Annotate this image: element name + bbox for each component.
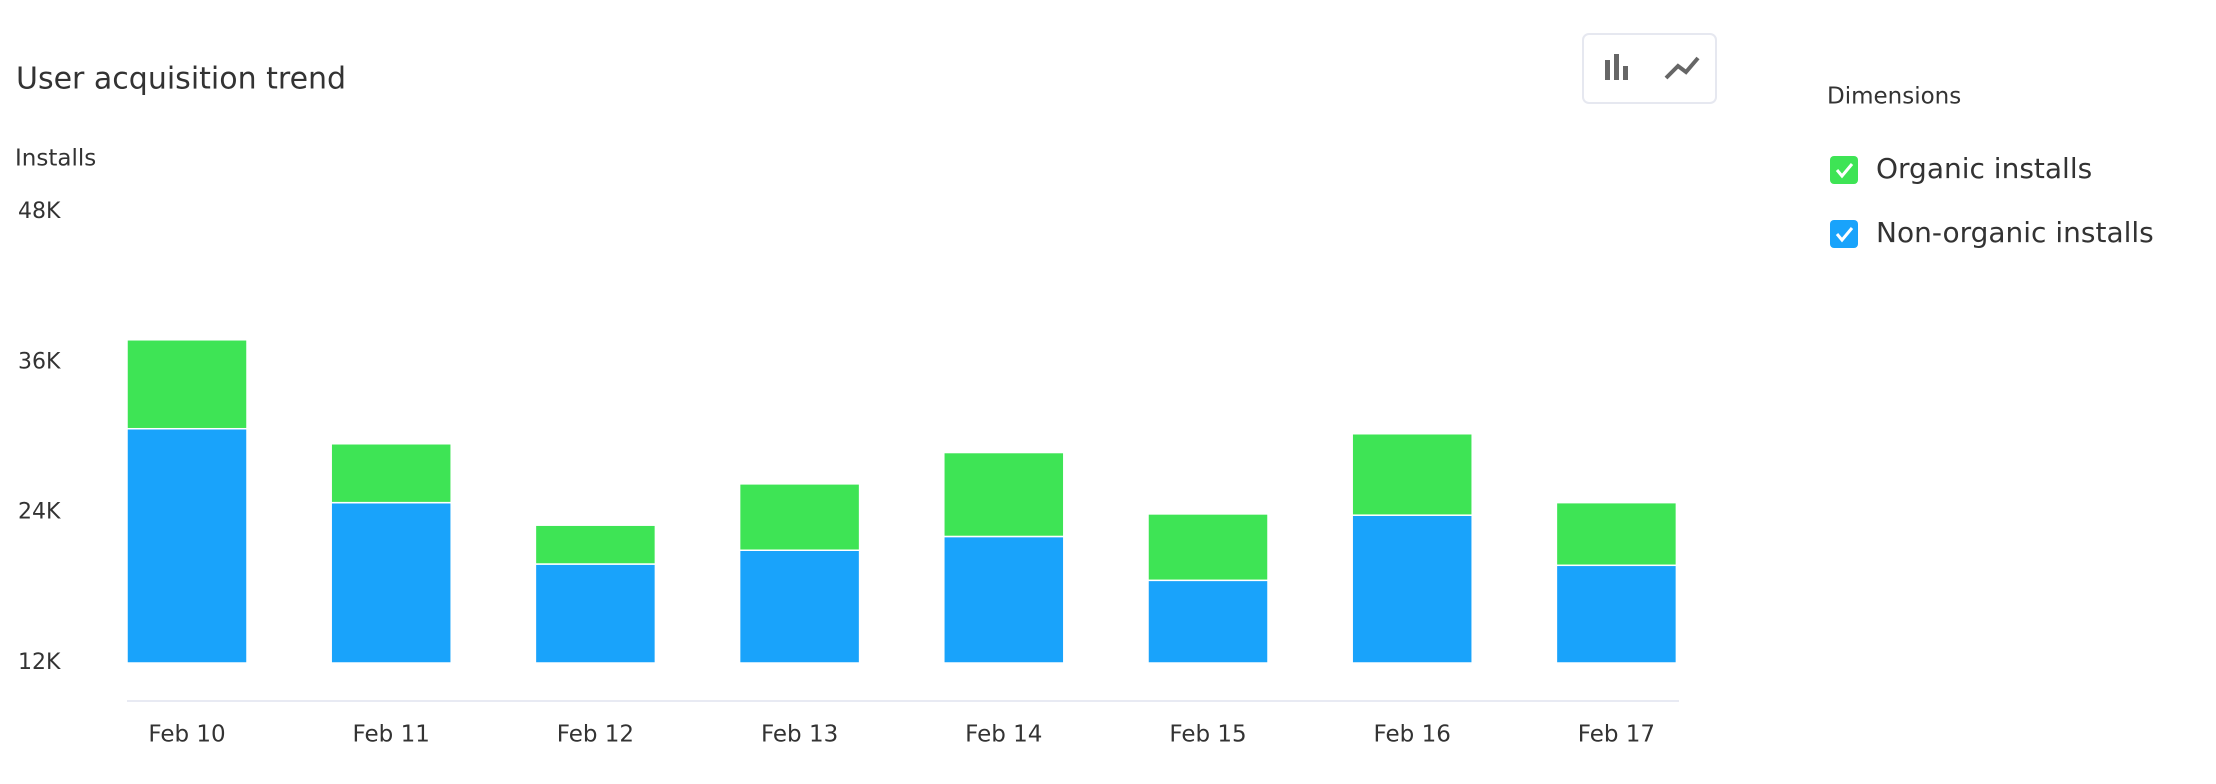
x-tick-label: Feb 14 [965,722,1042,748]
check-mark [1835,163,1854,179]
toggle-box [1582,33,1717,104]
bar-segment [1555,564,1678,664]
bar-segment [1351,514,1473,664]
x-tick-label: Feb 15 [1169,722,1246,748]
bar-segment [738,549,861,664]
y-axis-label: Installs [15,146,96,172]
bar-segment [1555,501,1678,567]
bar-icon[interactable] [1605,54,1628,80]
bar-segment [943,451,1065,538]
x-tick-label: Feb 10 [148,722,225,748]
legend-label: Organic installs [1876,152,2092,185]
x-tick-label: Feb 17 [1578,722,1655,748]
bar-segment [126,427,248,664]
bar-segment [330,443,452,504]
line-icon[interactable] [1664,56,1700,80]
x-tick-label: Feb 11 [353,722,430,748]
bar-segment [126,339,248,430]
x-tick-label: Feb 12 [557,722,634,748]
y-tick-label: 48K [18,199,61,224]
check-mark [1835,227,1854,243]
x-tick-label: Feb 13 [761,722,838,748]
y-tick-label: 12K [18,650,61,675]
bar-segment [943,535,1065,664]
legend-checkbox[interactable] [1830,156,1858,184]
bar-segment [738,483,861,552]
legend-item[interactable]: Non-organic installs [1830,216,2154,249]
bar-segment [1147,579,1269,664]
bar-segment [534,563,657,664]
legend-item[interactable]: Organic installs [1830,152,2092,185]
x-tick-label: Feb 16 [1374,722,1451,748]
y-tick-label: 24K [18,500,61,525]
legend-title: Dimensions [1827,84,1961,110]
chart-title: User acquisition trend [16,62,346,97]
bar-segment [1147,513,1269,582]
chart-type-toggle[interactable] [1582,33,1717,104]
bar-segment [1351,432,1473,516]
legend-checkbox[interactable] [1830,220,1858,248]
legend-label: Non-organic installs [1876,216,2154,249]
bar-segment [534,524,657,565]
y-tick-label: 36K [18,349,61,374]
bar-segment [330,501,452,664]
